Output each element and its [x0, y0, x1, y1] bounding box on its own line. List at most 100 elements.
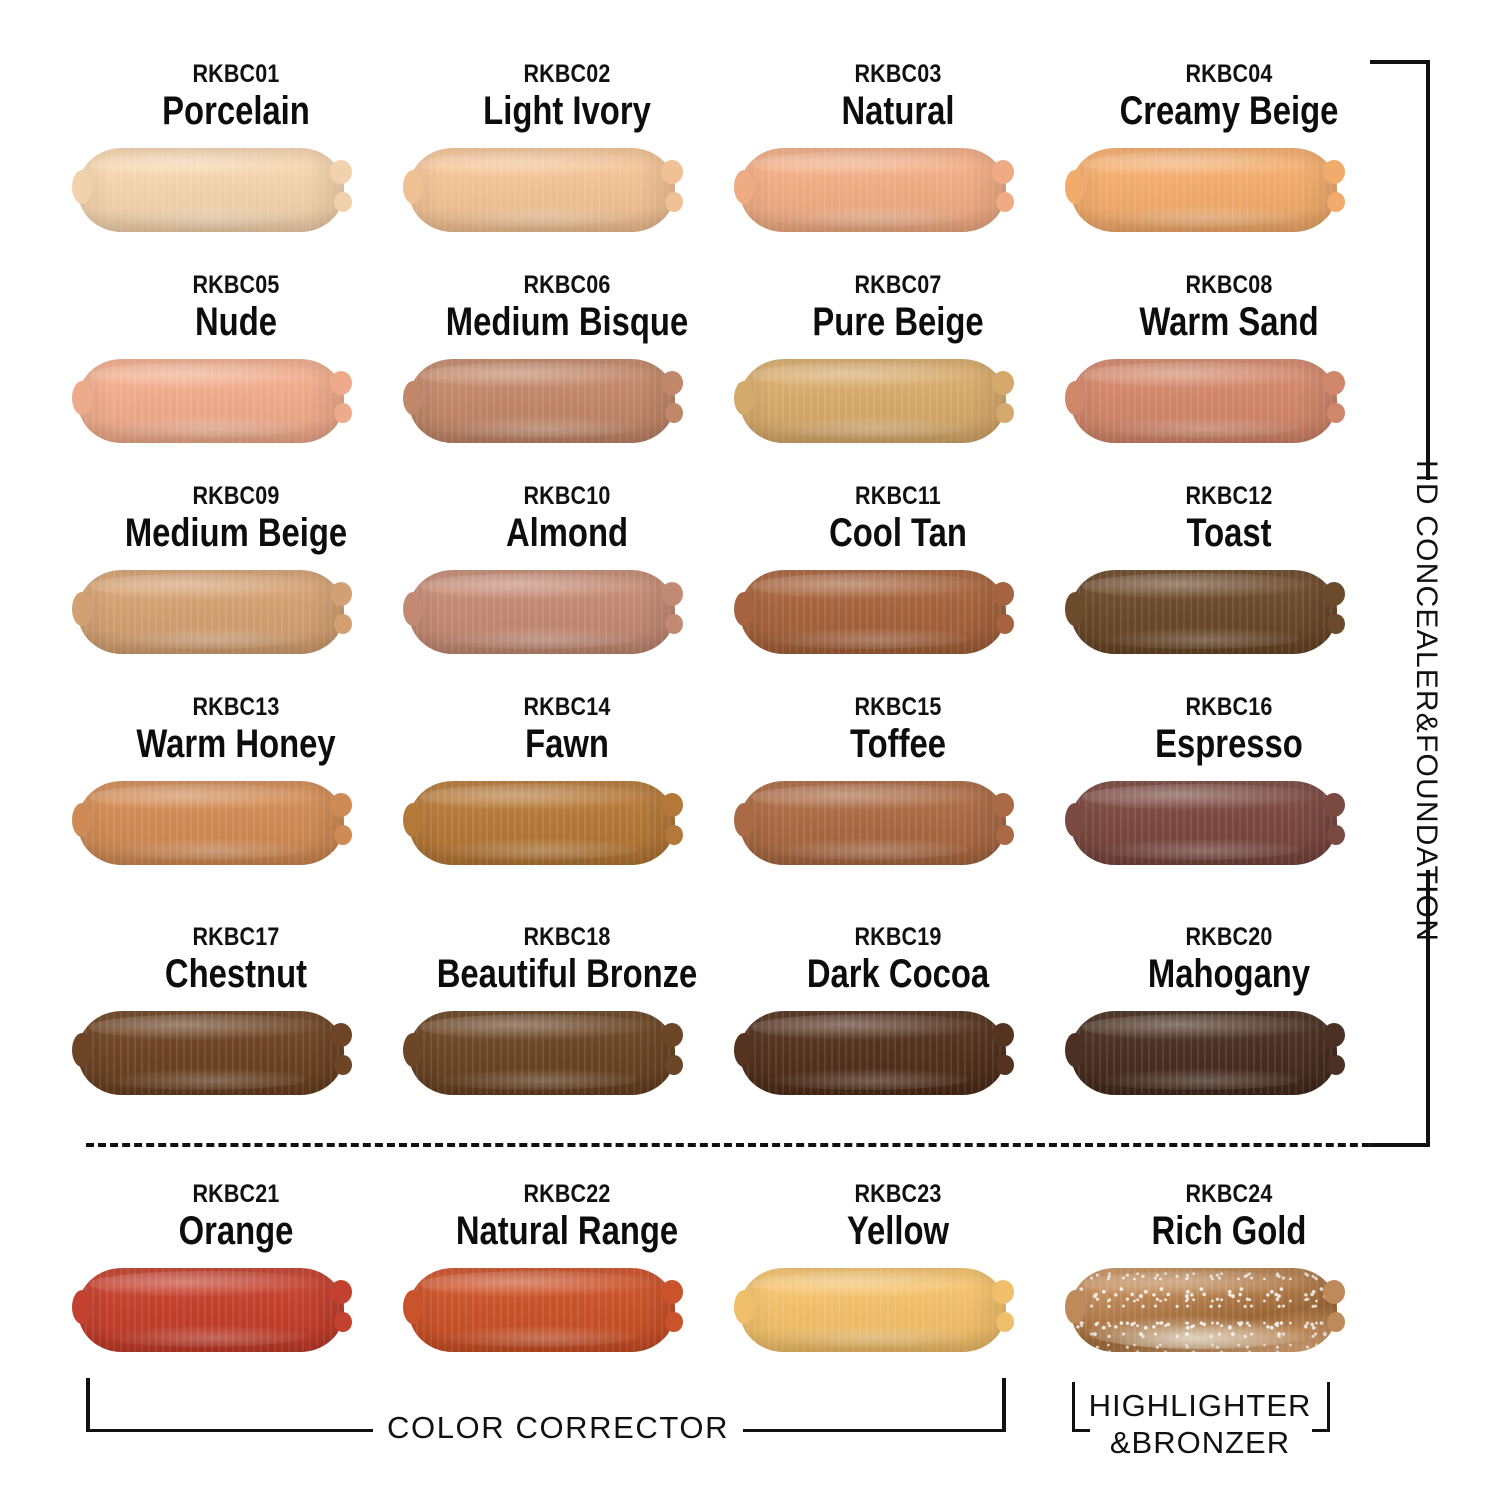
shade-cell[interactable]: RKBC21 Orange [72, 1180, 396, 1352]
shade-swatch[interactable] [403, 1268, 683, 1352]
smear-highlight-bottom [430, 838, 638, 860]
shade-cell[interactable]: RKBC17 Chestnut [72, 925, 396, 1095]
smear-base-color [409, 1011, 675, 1095]
smear-highlight-top [88, 151, 329, 177]
shade-swatch[interactable] [734, 570, 1014, 654]
shade-cell[interactable]: RKBC12 Toast [1065, 484, 1389, 654]
shade-swatch[interactable] [72, 570, 352, 654]
smear-edge-blob [330, 1280, 352, 1304]
shade-cell[interactable]: RKBC14 Fawn [403, 693, 727, 865]
smear-streak-texture [409, 781, 675, 865]
smear-edge-blob [661, 160, 683, 184]
paint-smear [740, 148, 1006, 232]
smear-base-color [740, 359, 1006, 443]
shade-swatch[interactable] [1065, 1268, 1345, 1352]
smear-edge-blob [1323, 1023, 1345, 1047]
shade-swatch[interactable] [403, 148, 683, 232]
smear-streak-texture [78, 148, 344, 232]
shade-swatch[interactable] [72, 148, 352, 232]
smear-edge-blob [334, 192, 352, 212]
smear-base-color [740, 148, 1006, 232]
shade-cell[interactable]: RKBC15 Toffee [734, 695, 1058, 865]
shade-swatch[interactable] [734, 1011, 1014, 1095]
shade-cell[interactable]: RKBC22 Natural Range [403, 1182, 727, 1352]
shade-swatch[interactable] [403, 781, 683, 865]
shade-swatch[interactable] [1065, 570, 1345, 654]
smear-highlight-top [1081, 151, 1322, 177]
smear-streak-texture [740, 359, 1006, 443]
smear-edge-shading [740, 781, 1006, 865]
shade-swatch[interactable] [734, 781, 1014, 865]
shade-code: RKBC21 [192, 1180, 280, 1208]
smear-edge-blob [330, 160, 352, 184]
smear-highlight-bottom [761, 1325, 969, 1347]
shade-cell[interactable]: RKBC06 Medium Bisque [403, 273, 727, 443]
smear-edge-shading [1071, 570, 1337, 654]
shade-cell[interactable]: RKBC19 Dark Cocoa [734, 925, 1058, 1095]
shade-swatch[interactable] [1065, 781, 1345, 865]
smear-edge-shading [740, 1011, 1006, 1095]
shade-cell[interactable]: RKBC13 Warm Honey [72, 695, 396, 865]
shade-swatch[interactable] [403, 1011, 683, 1095]
paint-smear [78, 570, 344, 654]
shade-swatch[interactable] [1065, 359, 1345, 443]
shade-swatch[interactable] [734, 1268, 1014, 1352]
shade-cell[interactable]: RKBC07 Pure Beige [734, 273, 1058, 443]
paint-smear [409, 1011, 675, 1095]
shade-cell[interactable]: RKBC01 Porcelain [72, 62, 396, 232]
smear-streak-texture [78, 359, 344, 443]
smear-streak-texture [78, 781, 344, 865]
shade-cell[interactable]: RKBC03 Natural [734, 62, 1058, 232]
smear-highlight-bottom [99, 1068, 307, 1090]
shade-swatch[interactable] [72, 1011, 352, 1095]
smear-streak-texture [409, 570, 675, 654]
shade-swatch[interactable] [403, 570, 683, 654]
shade-swatch[interactable] [72, 781, 352, 865]
smear-highlight-top [750, 1271, 991, 1297]
smear-edge-blob [403, 1290, 423, 1324]
shade-cell[interactable]: RKBC23 Yellow [734, 1180, 1058, 1352]
shade-cell[interactable]: RKBC02 Light Ivory [403, 62, 727, 232]
smear-highlight-bottom [1092, 205, 1300, 227]
smear-edge-blob [330, 1023, 352, 1047]
smear-base-color [409, 781, 675, 865]
shade-code: RKBC23 [854, 1180, 942, 1208]
shade-code: RKBC14 [523, 693, 611, 721]
smear-highlight-bottom [761, 205, 969, 227]
smear-edge-blob [665, 192, 683, 212]
paint-smear [409, 148, 675, 232]
shade-cell[interactable]: RKBC24 Rich Gold [1065, 1182, 1389, 1352]
shade-cell[interactable]: RKBC16 Espresso [1065, 693, 1389, 865]
smear-highlight-top [419, 1014, 660, 1040]
smear-edge-blob [1065, 803, 1085, 837]
shade-swatch[interactable] [734, 359, 1014, 443]
shade-swatch[interactable] [734, 148, 1014, 232]
shade-cell[interactable]: RKBC05 Nude [72, 273, 396, 443]
smear-edge-blob [996, 1312, 1014, 1332]
smear-edge-blob [403, 381, 423, 415]
smear-highlight-top [419, 1271, 660, 1297]
smear-edge-blob [734, 592, 754, 626]
shade-cell[interactable]: RKBC18 Beautiful Bronze [403, 925, 727, 1095]
shade-cell[interactable]: RKBC04 Creamy Beige [1065, 62, 1389, 232]
shade-cell[interactable]: RKBC08 Warm Sand [1065, 273, 1389, 443]
shade-cell[interactable]: RKBC20 Mahogany [1065, 925, 1389, 1095]
smear-highlight-top [1081, 573, 1322, 599]
smear-streak-texture [740, 1011, 1006, 1095]
smear-highlight-bottom [99, 838, 307, 860]
smear-streak-texture [409, 1268, 675, 1352]
shade-code: RKBC16 [1185, 693, 1273, 721]
shade-swatch[interactable] [1065, 148, 1345, 232]
shade-cell[interactable]: RKBC10 Almond [403, 484, 727, 654]
shade-cell[interactable]: RKBC09 Medium Beige [72, 484, 396, 654]
shade-swatch[interactable] [72, 359, 352, 443]
smear-edge-blob [1065, 592, 1085, 626]
shade-swatch[interactable] [72, 1268, 352, 1352]
smear-base-color [78, 148, 344, 232]
smear-highlight-top [419, 151, 660, 177]
color-corrector-label: COLOR CORRECTOR [373, 1410, 744, 1446]
shade-cell[interactable]: RKBC11 Cool Tan [734, 484, 1058, 654]
shade-swatch[interactable] [1065, 1011, 1345, 1095]
smear-highlight-top [88, 362, 329, 388]
shade-swatch[interactable] [403, 359, 683, 443]
